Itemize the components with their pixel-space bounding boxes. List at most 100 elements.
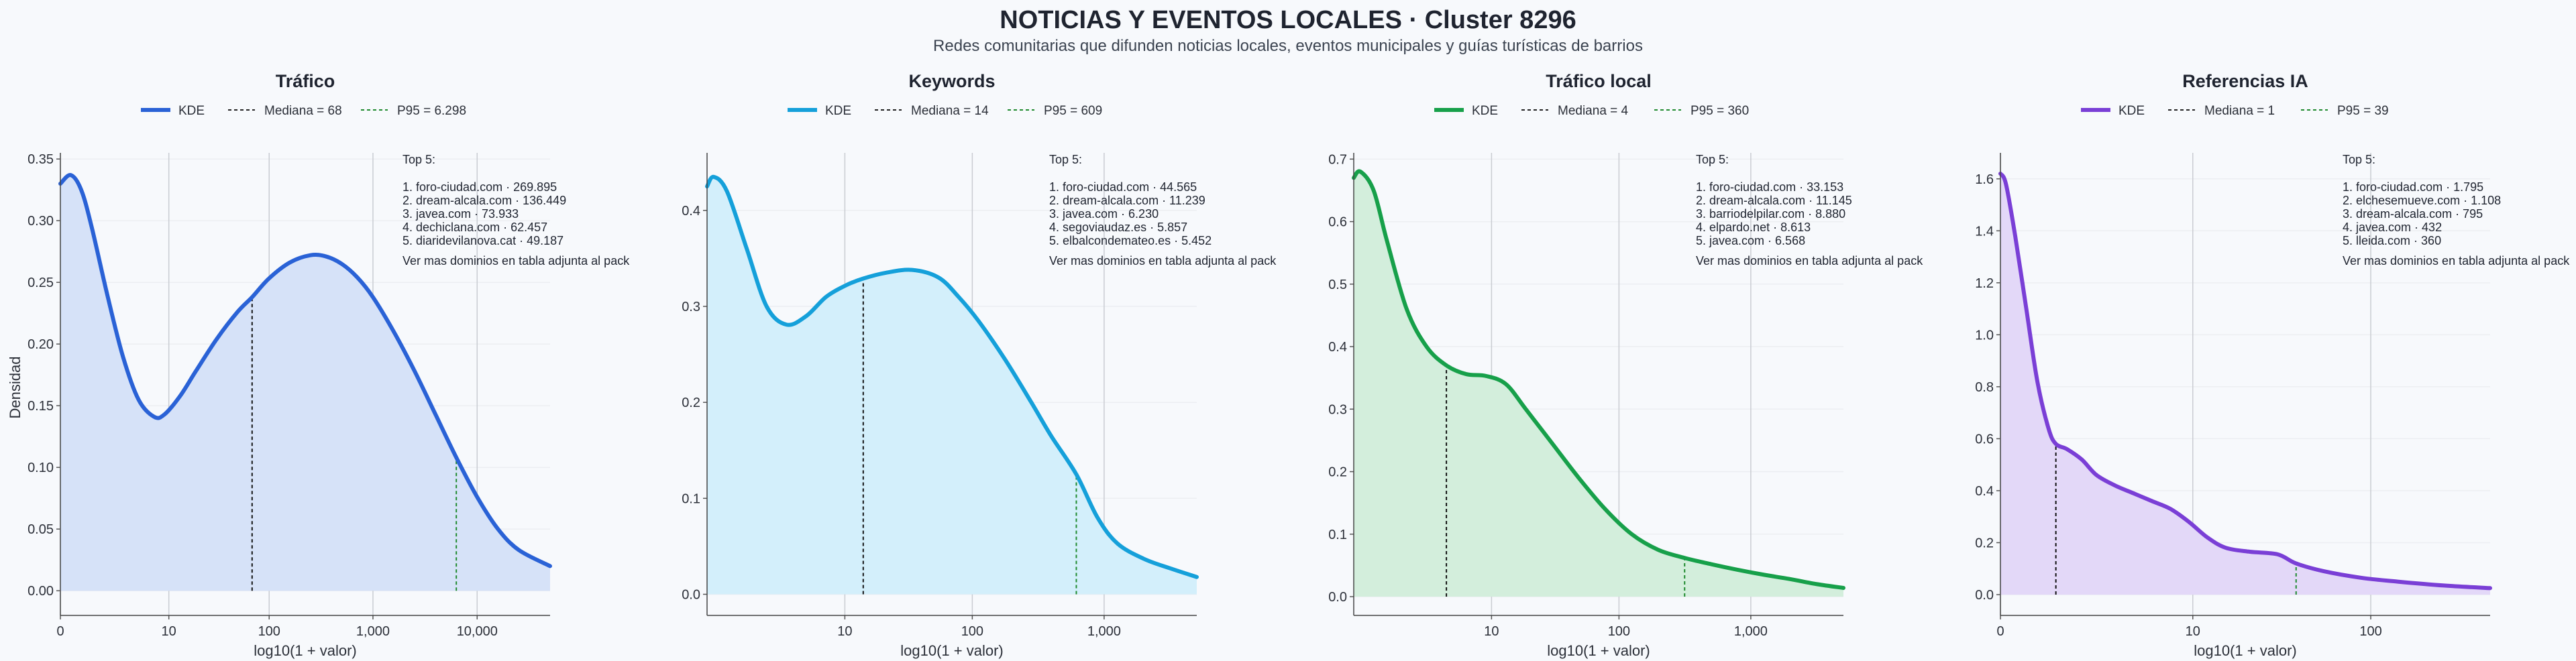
legend-kde-label: KDE (178, 104, 205, 118)
top5-item: 1. foro-ciudad.com · 1.795 (2343, 180, 2483, 194)
top5-footer: Ver mas dominios en tabla adjunta al pac… (2343, 254, 2570, 267)
y-tick-label: 0.0 (1975, 588, 1994, 603)
x-tick-label: 100 (2359, 624, 2381, 639)
top5-item: 5. javea.com · 6.568 (1696, 234, 1805, 247)
top5-item: 5. lleida.com · 360 (2343, 234, 2441, 247)
y-tick-label: 1.0 (1975, 328, 1994, 343)
y-tick-label: 0.6 (1975, 432, 1994, 446)
x-tick-label: 100 (961, 624, 983, 639)
x-tick-label: 100 (258, 624, 280, 639)
y-tick-label: 0.35 (28, 152, 54, 167)
y-tick-label: 0.20 (28, 337, 54, 352)
y-tick-label: 0.4 (1975, 484, 1994, 499)
top5-item: 1. foro-ciudad.com · 269.895 (402, 180, 557, 194)
top5-heading: Top 5: (402, 153, 435, 166)
kde-line (705, 174, 1199, 579)
top5-item: 3. barriodelpilar.com · 8.880 (1696, 207, 1845, 221)
y-tick-label: 0.8 (1975, 380, 1994, 395)
kde-area (60, 174, 550, 591)
x-tick-label: 10 (2186, 624, 2200, 639)
y-tick-label: 0.0 (682, 588, 700, 603)
x-tick-label: 10,000 (457, 624, 498, 639)
legend-median-label: Mediana = 14 (911, 104, 989, 118)
legend-kde-label: KDE (1472, 104, 1498, 118)
y-tick-label: 0.3 (1328, 402, 1347, 417)
x-tick-label: 10 (1484, 624, 1499, 639)
x-tick-label: 10 (837, 624, 852, 639)
x-tick-label: 1,000 (1087, 624, 1121, 639)
x-axis-label: log10(1 + valor) (254, 642, 356, 659)
legend: KDE Mediana = 4 P95 = 360 (1434, 104, 1749, 118)
legend-kde-label: KDE (825, 104, 851, 118)
panel-1: Tráfico KDE Mediana = 68 P95 = 6.298 0.00 0.0… (28, 71, 630, 659)
x-tick-label: 100 (1608, 624, 1630, 639)
top5-item: 2. elchesemueve.com · 1.108 (2343, 194, 2501, 207)
y-tick-label: 0.7 (1328, 152, 1347, 167)
y-axis-label: Densidad (7, 357, 23, 419)
panel-title: Referencias IA (2182, 71, 2308, 91)
panel-title: Tráfico (276, 71, 335, 91)
panel-3: Tráfico local KDE Mediana = 4 P95 = 360 0.0 0… (1328, 71, 1923, 659)
legend: KDE Mediana = 14 P95 = 609 (788, 104, 1102, 118)
figure-title: NOTICIAS Y EVENTOS LOCALES · Cluster 829… (1000, 6, 1576, 34)
legend: KDE Mediana = 1 P95 = 39 (2081, 104, 2389, 118)
top5-item: 1. foro-ciudad.com · 44.565 (1049, 180, 1197, 194)
top5-item: 2. dream-alcala.com · 136.449 (402, 194, 566, 207)
y-tick-label: 0.5 (1328, 278, 1347, 292)
y-tick-label: 1.4 (1975, 224, 1994, 239)
legend-p95-label: P95 = 6.298 (397, 104, 466, 118)
top5-item: 5. elbalcondemateo.es · 5.452 (1049, 234, 1212, 247)
top5-heading: Top 5: (2343, 153, 2375, 166)
top5-item: 3. javea.com · 6.230 (1049, 207, 1159, 221)
top5-item: 4. javea.com · 432 (2343, 221, 2442, 234)
y-tick-label: 0.2 (1975, 536, 1994, 550)
kde-line (1352, 169, 1845, 590)
y-tick-label: 0.6 (1328, 215, 1347, 230)
legend-median-label: Mediana = 68 (264, 104, 342, 118)
y-tick-label: 1.2 (1975, 276, 1994, 291)
legend-p95-label: P95 = 609 (1044, 104, 1102, 118)
top5-heading: Top 5: (1049, 153, 1082, 166)
legend: KDE Mediana = 68 P95 = 6.298 (141, 104, 466, 118)
y-tick-label: 0.15 (28, 399, 54, 414)
panel-title: Keywords (908, 71, 995, 91)
y-tick-label: 0.00 (28, 584, 54, 599)
y-tick-label: 0.1 (682, 491, 700, 506)
x-tick-label: 1,000 (356, 624, 390, 639)
legend-p95-label: P95 = 360 (1690, 104, 1749, 118)
x-tick-label: 0 (56, 624, 64, 639)
legend-kde-label: KDE (2118, 104, 2145, 118)
x-axis-label: log10(1 + valor) (2194, 642, 2296, 659)
y-tick-label: 0.2 (682, 396, 700, 410)
panel-title: Tráfico local (1546, 71, 1652, 91)
x-tick-label: 10 (162, 624, 176, 639)
y-tick-label: 0.0 (1328, 590, 1347, 605)
top5-item: 2. dream-alcala.com · 11.239 (1049, 194, 1205, 207)
top5-item: 5. diaridevilanova.cat · 49.187 (402, 234, 564, 247)
top5-item: 4. segoviaudaz.es · 5.857 (1049, 221, 1187, 234)
panel-2: Keywords KDE Mediana = 14 P95 = 609 0.0 0.1 0.… (682, 71, 1277, 659)
top5-item: 3. dream-alcala.com · 795 (2343, 207, 2483, 221)
top5-footer: Ver mas dominios en tabla adjunta al pac… (1696, 254, 1923, 267)
panel-4: Referencias IA KDE Mediana = 1 P95 = 39 0.0 0… (1975, 71, 2570, 659)
kde-area (707, 176, 1197, 595)
y-tick-label: 0.05 (28, 522, 54, 537)
x-axis-label: log10(1 + valor) (900, 642, 1003, 659)
x-axis-label: log10(1 + valor) (1547, 642, 1650, 659)
top5-item: 4. dechiclana.com · 62.457 (402, 221, 547, 234)
top5-item: 4. elpardo.net · 8.613 (1696, 221, 1811, 234)
top5-item: 1. foro-ciudad.com · 33.153 (1696, 180, 1843, 194)
y-tick-label: 0.4 (682, 204, 700, 219)
y-tick-label: 0.3 (682, 300, 700, 314)
y-tick-label: 0.30 (28, 214, 54, 229)
kde-area (1354, 171, 1843, 597)
top5-heading: Top 5: (1696, 153, 1729, 166)
y-tick-label: 0.1 (1328, 528, 1347, 542)
legend-median-label: Mediana = 4 (1558, 104, 1629, 118)
top5-footer: Ver mas dominios en tabla adjunta al pac… (1049, 254, 1277, 267)
